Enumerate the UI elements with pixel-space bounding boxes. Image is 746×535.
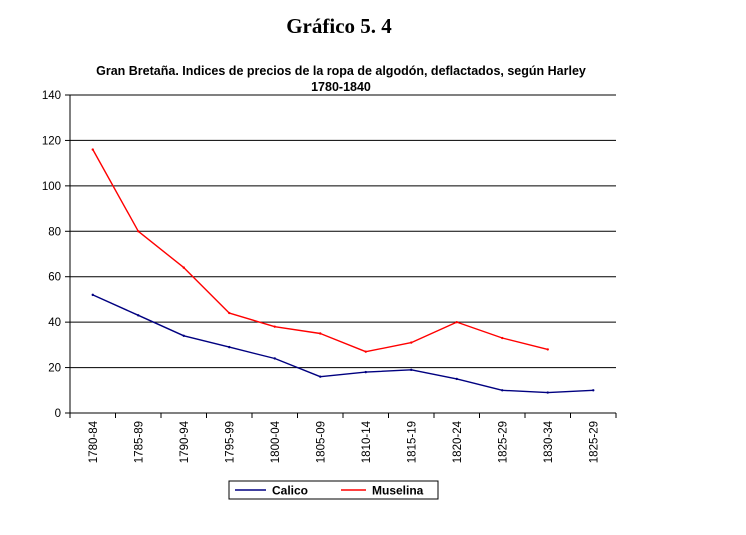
series-line-muselina (92, 149, 548, 353)
x-tick-label: 1815-19 (406, 421, 418, 463)
data-point-muselina (319, 332, 322, 335)
legend-label-muselina: Muselina (372, 484, 424, 498)
data-point-calico (501, 389, 504, 392)
y-tick-label: 100 (42, 181, 61, 193)
series-line-calico (92, 294, 594, 394)
data-point-calico (410, 368, 413, 372)
data-point-muselina (546, 348, 549, 351)
y-tick-label: 20 (48, 363, 61, 375)
data-point-muselina (410, 341, 413, 344)
y-tick-label: 0 (55, 408, 61, 420)
x-tick-label: 1810-14 (361, 420, 373, 463)
y-tick-label: 140 (42, 90, 61, 102)
legend: Calico Muselina (228, 480, 439, 500)
data-point-muselina (137, 230, 140, 233)
y-tick-label: 40 (48, 317, 61, 329)
data-point-muselina (455, 320, 458, 324)
x-tick-label: 1825-29 (497, 421, 509, 463)
x-tick-label: 1830-34 (543, 420, 555, 463)
data-point-calico (182, 334, 185, 337)
data-point-calico (455, 377, 458, 381)
x-tick-label: 1805-09 (315, 421, 327, 463)
chart-title: Gran Bretaña. Indices de precios de la r… (96, 64, 586, 78)
x-tick-label: 1820-24 (452, 420, 464, 463)
x-tick-label: 1785-89 (133, 421, 145, 463)
data-point-muselina (273, 325, 276, 328)
y-tick-labels: 0 20 40 60 80 100 120 140 (42, 90, 61, 420)
data-point-calico (364, 370, 367, 374)
data-point-calico (273, 357, 276, 360)
gridlines (70, 94, 616, 369)
figure-heading: Gráfico 5. 4 (286, 14, 392, 38)
data-point-muselina (91, 148, 94, 151)
data-point-muselina (228, 311, 231, 315)
chart-subtitle: 1780-1840 (311, 80, 371, 94)
x-tick-labels: 1780-84 1785-89 1790-94 1795-99 1800-04 1805-… (88, 420, 601, 463)
data-point-calico (592, 389, 595, 392)
x-tick-label: 1790-94 (179, 420, 191, 463)
legend-label-calico: Calico (272, 484, 308, 498)
data-point-muselina (182, 266, 185, 269)
data-point-calico (546, 391, 549, 394)
data-point-calico (91, 293, 94, 297)
data-point-calico (137, 314, 140, 317)
x-tick-label: 1795-99 (224, 421, 236, 463)
data-point-calico (228, 345, 231, 349)
y-tick-label: 120 (42, 135, 61, 147)
data-point-muselina (364, 350, 367, 353)
legend-box (228, 480, 439, 500)
y-tick-label: 80 (48, 226, 61, 238)
y-tick-label: 60 (48, 272, 61, 284)
x-tick-label: 1800-04 (270, 420, 282, 463)
data-point-calico (319, 375, 322, 378)
data-point-muselina (501, 336, 504, 340)
x-tick-label: 1780-84 (88, 420, 100, 463)
series-lines (91, 148, 595, 394)
x-tick-label: 1825-29 (588, 421, 600, 463)
axes (65, 94, 617, 418)
